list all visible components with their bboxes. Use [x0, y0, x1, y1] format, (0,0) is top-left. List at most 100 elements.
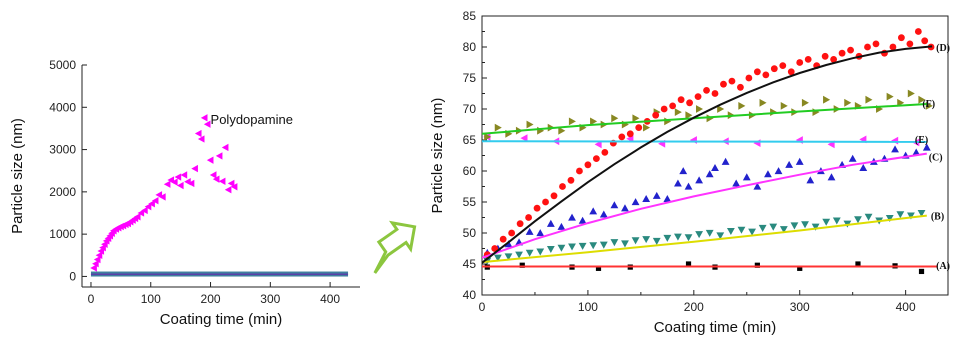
data-point [695, 231, 704, 239]
data-point [504, 240, 513, 248]
data-point [491, 245, 499, 252]
data-point [557, 244, 566, 252]
data-point [230, 183, 238, 191]
data-point [762, 71, 770, 79]
data-point [685, 111, 693, 120]
data-point [663, 234, 672, 242]
data-point [748, 228, 756, 236]
data-point [774, 167, 783, 175]
data-point [684, 182, 693, 190]
data-point [546, 245, 555, 254]
data-point [652, 237, 661, 245]
data-point [925, 101, 933, 110]
data-point [176, 181, 184, 190]
data-point [191, 164, 198, 173]
data-point [595, 265, 602, 271]
series-b [483, 210, 926, 265]
data-point [170, 178, 178, 186]
data-point [525, 214, 532, 221]
data-point [737, 83, 744, 91]
data-point [218, 177, 226, 185]
data-point [914, 28, 922, 35]
x-axis-label: Coating time (min) [160, 311, 283, 328]
data-point [921, 37, 929, 45]
data-point [557, 222, 566, 230]
data-point [187, 179, 195, 188]
data-point [804, 56, 812, 63]
series-c [483, 143, 931, 256]
data-point [227, 179, 235, 188]
data-point [215, 152, 223, 160]
data-point [599, 210, 608, 218]
x-axis-label: Coating time (min) [654, 319, 777, 336]
data-point [703, 87, 710, 94]
data-point [689, 136, 697, 144]
data-point [578, 216, 587, 224]
data-point [848, 154, 857, 162]
data-point [643, 123, 651, 132]
data-point [200, 114, 208, 122]
fit-line-b [482, 214, 927, 264]
y-tick-label: 4000 [49, 100, 76, 114]
data-point [568, 213, 576, 221]
data-point [536, 248, 545, 256]
data-point [886, 92, 894, 101]
data-point [209, 171, 217, 179]
data-point [635, 124, 643, 131]
data-point [674, 233, 682, 241]
data-point [785, 160, 794, 168]
data-point [754, 262, 760, 268]
x-tick-label: 300 [260, 292, 280, 306]
data-point [621, 204, 629, 212]
data-point [790, 222, 799, 230]
series-polydopamine [90, 114, 238, 272]
data-point [525, 227, 534, 235]
data-point [519, 262, 525, 268]
y-axis-label: Particle size (nm) [9, 118, 26, 234]
data-point [779, 226, 788, 234]
data-point [664, 117, 672, 126]
data-point [896, 211, 905, 219]
data-point [759, 98, 767, 107]
x-tick-label: 400 [896, 300, 916, 314]
data-point [669, 102, 677, 110]
data-point [859, 163, 868, 172]
data-point [592, 155, 600, 163]
data-point [224, 186, 232, 194]
data-point [550, 192, 558, 200]
y-tick-label: 0 [69, 269, 76, 283]
data-point [865, 95, 873, 104]
y-tick-label: 1000 [49, 227, 76, 241]
data-point [806, 176, 815, 184]
data-point [632, 114, 640, 123]
data-point [197, 135, 205, 143]
data-point [626, 130, 634, 138]
data-point [567, 176, 575, 184]
data-point [847, 46, 854, 54]
y-tick-label: 50 [463, 226, 477, 240]
data-point [830, 56, 838, 63]
data-point [922, 143, 931, 151]
data-point [652, 191, 661, 199]
y-tick-label: 80 [463, 40, 477, 54]
annotation-polydopamine: Polydopamine [211, 112, 293, 127]
data-point [484, 132, 492, 141]
data-point [685, 261, 692, 267]
data-point [770, 65, 778, 73]
data-point [221, 143, 229, 152]
data-point [711, 163, 719, 172]
x-tick-label: 0 [479, 300, 486, 314]
data-point [95, 251, 103, 259]
y-tick-label: 55 [463, 195, 477, 209]
data-point [872, 40, 880, 48]
data-point [797, 265, 803, 271]
chart-left: 0 100 200 300 400010002000300040005000Coatin… [9, 58, 360, 328]
data-point [721, 157, 730, 165]
data-point [206, 156, 214, 164]
data-point [504, 253, 513, 261]
data-point [590, 117, 598, 126]
data-point [705, 229, 714, 237]
data-point [844, 98, 852, 107]
data-point [533, 204, 541, 212]
curve-label-a: (A) [936, 261, 950, 272]
